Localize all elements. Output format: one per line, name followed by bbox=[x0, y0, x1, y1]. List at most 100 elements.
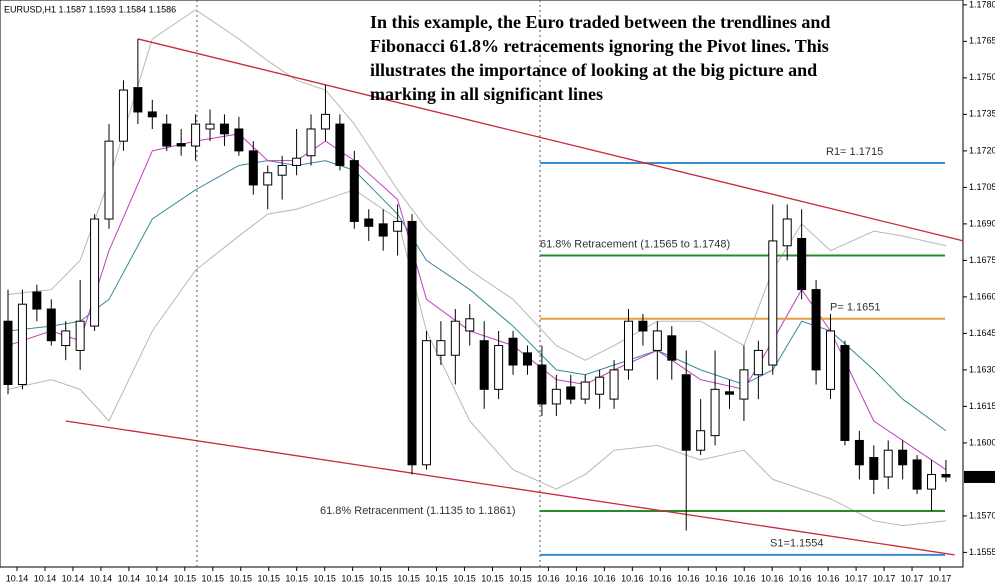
x-tick-label: 10.15 bbox=[453, 573, 476, 583]
x-tick-label: 10.16 bbox=[677, 573, 700, 583]
x-tick-label: 10.16 bbox=[593, 573, 616, 583]
candle-body bbox=[349, 160, 359, 222]
candle-body bbox=[797, 237, 807, 291]
candle-body bbox=[17, 303, 27, 385]
candle-body bbox=[739, 369, 749, 400]
x-tick-label: 10.15 bbox=[285, 573, 308, 583]
y-tick-label: 1.1735 bbox=[969, 109, 995, 119]
candle-body bbox=[638, 320, 648, 332]
trendline bbox=[137, 38, 964, 242]
trendline bbox=[65, 420, 955, 556]
y-tick-label: 1.1615 bbox=[969, 401, 995, 411]
candle-body bbox=[191, 123, 201, 147]
candle-body bbox=[75, 320, 85, 351]
y-tick-label: 1.1645 bbox=[969, 328, 995, 338]
annotation-line: illustrates the importance of looking at… bbox=[370, 60, 817, 80]
candle-body bbox=[883, 449, 893, 478]
y-tick-label: 1.1765 bbox=[969, 36, 995, 46]
candle-body bbox=[234, 128, 244, 152]
candle-body bbox=[725, 391, 734, 395]
annotation-line: Fibonacci 61.8% retracements ignoring th… bbox=[370, 36, 829, 56]
x-tick-label: 10.15 bbox=[229, 573, 252, 583]
x-tick-label: 10.15 bbox=[257, 573, 280, 583]
y-tick-label: 1.1690 bbox=[969, 218, 995, 228]
candle-body bbox=[219, 123, 229, 135]
candle-body bbox=[393, 220, 403, 232]
x-tick-label: 10.14 bbox=[62, 573, 85, 583]
x-tick-label: 10.15 bbox=[481, 573, 504, 583]
candle-body bbox=[667, 335, 677, 361]
candle-body bbox=[320, 113, 330, 130]
candle-body bbox=[162, 123, 172, 147]
candle-body bbox=[465, 318, 475, 332]
candle-body bbox=[595, 376, 605, 395]
candle-body bbox=[407, 220, 417, 466]
indicator-line bbox=[7, 160, 947, 432]
x-tick-label: 10.15 bbox=[202, 573, 225, 583]
x-tick-label: 10.16 bbox=[565, 573, 588, 583]
x-tick-label: 10.14 bbox=[118, 573, 141, 583]
y-tick-label: 1.1630 bbox=[969, 364, 995, 374]
x-tick-label: 10.16 bbox=[789, 573, 812, 583]
candle-body bbox=[494, 345, 504, 390]
x-tick-label: 10.14 bbox=[90, 573, 113, 583]
candle-body bbox=[753, 349, 763, 376]
x-tick-label: 10.17 bbox=[873, 573, 896, 583]
level-label: 61.8% Retracenment (1.1135 to 1.1861) bbox=[320, 505, 515, 517]
candle-body bbox=[768, 240, 778, 366]
candle-body bbox=[580, 381, 590, 400]
candle-body bbox=[306, 128, 316, 157]
x-tick-label: 10.15 bbox=[509, 573, 532, 583]
x-tick-label: 10.16 bbox=[705, 573, 728, 583]
candle-body bbox=[927, 474, 937, 490]
candle-body bbox=[811, 289, 821, 371]
candle-body bbox=[696, 430, 706, 451]
x-tick-label: 10.17 bbox=[901, 573, 924, 583]
candle-body bbox=[566, 386, 576, 400]
candle-body bbox=[652, 330, 662, 351]
candle-body bbox=[522, 352, 532, 366]
level-label: P= 1.1651 bbox=[830, 302, 880, 314]
candle-body bbox=[551, 388, 561, 405]
candle-body bbox=[609, 369, 619, 400]
x-tick-label: 10.16 bbox=[761, 573, 784, 583]
candle-body bbox=[782, 218, 792, 247]
candle-body bbox=[118, 89, 128, 142]
x-tick-label: 10.16 bbox=[817, 573, 840, 583]
y-tick-label: 1.1780 bbox=[969, 0, 995, 9]
chart-header: EURUSD,H1 1.1587 1.1593 1.1584 1.1586 bbox=[4, 4, 176, 14]
x-tick-label: 10.14 bbox=[34, 573, 57, 583]
candle-body bbox=[869, 456, 879, 480]
annotation-line: In this example, the Euro traded between… bbox=[370, 12, 830, 32]
annotation-line: marking in all significant lines bbox=[370, 84, 603, 104]
candle-body bbox=[277, 164, 287, 176]
x-tick-label: 10.15 bbox=[313, 573, 336, 583]
candle-body bbox=[898, 449, 908, 466]
candle-body bbox=[133, 87, 143, 113]
x-tick-label: 10.15 bbox=[425, 573, 448, 583]
candle-body bbox=[335, 123, 345, 166]
y-tick-label: 1.1675 bbox=[969, 255, 995, 265]
x-tick-label: 10.16 bbox=[537, 573, 560, 583]
candle-body bbox=[61, 330, 71, 347]
x-tick-label: 10.14 bbox=[146, 573, 169, 583]
candle-body bbox=[912, 459, 922, 490]
level-label: 61.8% Retracement (1.1565 to 1.1748) bbox=[540, 238, 730, 250]
x-tick-label: 10.14 bbox=[6, 573, 29, 583]
candle-body bbox=[248, 150, 258, 186]
candle-body bbox=[840, 345, 850, 441]
x-tick-label: 10.16 bbox=[733, 573, 756, 583]
indicator-line bbox=[7, 9, 947, 361]
y-tick-label: 1.1570 bbox=[969, 510, 995, 520]
x-tick-label: 10.15 bbox=[369, 573, 392, 583]
candle-body bbox=[364, 218, 374, 227]
candle-body bbox=[176, 143, 186, 147]
x-tick-label: 10.15 bbox=[397, 573, 420, 583]
candle-body bbox=[436, 340, 446, 356]
y-tick-label: 1.1705 bbox=[969, 182, 995, 192]
x-tick-label: 10.16 bbox=[621, 573, 644, 583]
y-tick-label: 1.1660 bbox=[969, 291, 995, 301]
x-tick-label: 10.17 bbox=[845, 573, 868, 583]
y-tick-label: 1.1600 bbox=[969, 437, 995, 447]
